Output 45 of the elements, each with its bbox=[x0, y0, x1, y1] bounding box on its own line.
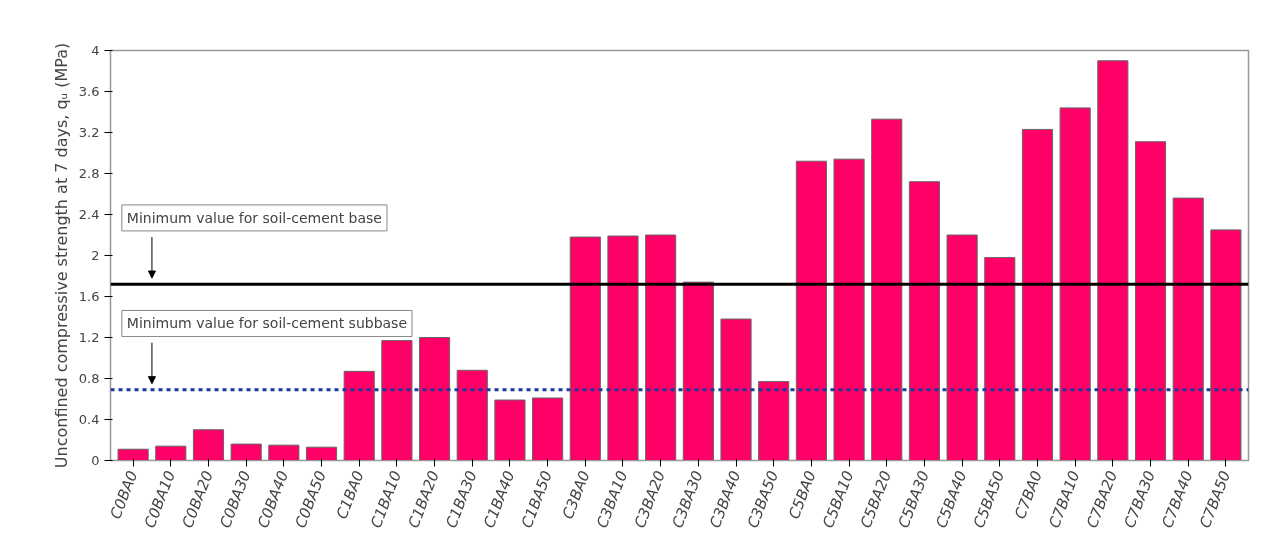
bar bbox=[494, 399, 526, 461]
bar bbox=[908, 181, 941, 461]
y-tick-label: 2.4 bbox=[78, 207, 100, 222]
bar bbox=[1210, 229, 1242, 461]
bar bbox=[343, 370, 375, 461]
y-tick-label: 3.6 bbox=[78, 84, 100, 99]
bar bbox=[1021, 128, 1054, 461]
bar bbox=[456, 369, 488, 461]
bar bbox=[984, 257, 1016, 461]
bar bbox=[1059, 107, 1091, 461]
ref-line-label: Minimum value for soil-cement base bbox=[126, 209, 382, 226]
x-tick-label: C0BA0 bbox=[106, 468, 142, 522]
bar bbox=[230, 443, 262, 461]
bar bbox=[268, 444, 300, 461]
bar bbox=[682, 281, 714, 461]
bar bbox=[795, 160, 827, 461]
bar bbox=[418, 337, 451, 461]
y-tick-label: 1.2 bbox=[78, 330, 100, 345]
bar bbox=[946, 234, 978, 461]
bar bbox=[532, 397, 564, 461]
y-axis-title: Unconfined compressive strength at 7 days, qᵤ (MPa) bbox=[51, 42, 71, 469]
y-tick-label: 0.4 bbox=[78, 412, 100, 427]
bar bbox=[720, 318, 752, 461]
bar bbox=[645, 234, 677, 461]
bar bbox=[117, 448, 149, 461]
y-tick-label: 3.2 bbox=[78, 125, 100, 140]
bar bbox=[155, 445, 187, 461]
bar bbox=[192, 429, 225, 461]
y-tick-label: 0 bbox=[91, 453, 100, 468]
y-tick-label: 1.6 bbox=[78, 289, 100, 304]
bar bbox=[607, 235, 639, 461]
bar bbox=[758, 381, 790, 461]
bar bbox=[381, 340, 413, 461]
bar bbox=[1134, 141, 1167, 461]
y-tick-label: 4 bbox=[91, 43, 100, 58]
bar bbox=[305, 446, 338, 461]
bar bbox=[871, 118, 903, 461]
y-tick-label: 2.8 bbox=[78, 166, 100, 181]
ref-line-label: Minimum value for soil-cement subbase bbox=[126, 315, 408, 332]
bar bbox=[1172, 197, 1204, 461]
bar bbox=[833, 158, 865, 461]
bar bbox=[1097, 60, 1129, 461]
y-tick-label: 0.8 bbox=[78, 371, 100, 386]
y-tick-label: 2 bbox=[91, 248, 100, 263]
bar bbox=[569, 236, 601, 461]
